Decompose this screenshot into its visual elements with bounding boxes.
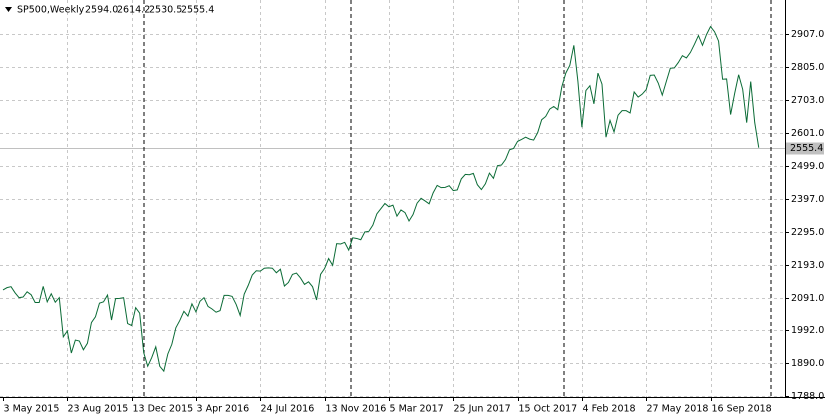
header-value: 2530.5 (149, 5, 182, 16)
chart-title: SP500,Weekly (17, 5, 85, 16)
x-tick-label: 3 Apr 2016 (197, 404, 250, 415)
y-tick-label: 2601.0 (791, 128, 824, 139)
x-tick-label: 27 May 2018 (647, 404, 709, 415)
current-price-label: 2555.4 (790, 143, 823, 154)
y-tick-label: 2193.0 (791, 260, 824, 271)
y-tick-label: 2499.0 (791, 161, 824, 172)
x-tick-label: 13 Nov 2016 (326, 404, 387, 415)
x-tick-label: 15 Oct 2017 (519, 404, 578, 415)
y-tick-label: 1992.0 (791, 325, 824, 336)
x-tick-label: 23 Aug 2015 (68, 404, 129, 415)
x-tick-label: 16 Sep 2018 (712, 404, 772, 415)
y-tick-label: 2091.0 (791, 293, 824, 304)
y-tick-label: 2397.0 (791, 194, 824, 205)
grid (0, 0, 785, 397)
header-value: 2555.4 (181, 5, 214, 16)
plot (2, 25, 760, 373)
y-tick-label: 1890.0 (791, 358, 824, 369)
x-tick-label: 3 May 2015 (4, 404, 60, 415)
header-value: 2614.2 (117, 5, 150, 16)
menu-arrow[interactable] (5, 7, 12, 12)
price-line (2, 25, 760, 373)
current-price-box (786, 142, 824, 155)
header-value: 2594.0 (85, 5, 118, 16)
y-tick-label: 1788.0 (791, 391, 824, 402)
y-tick-label: 2805.0 (791, 62, 824, 73)
y-tick-label: 2295.0 (791, 227, 824, 238)
x-tick-label: 5 Mar 2017 (390, 404, 444, 415)
x-tick-label: 24 Jul 2016 (261, 404, 315, 415)
y-tick-label: 2907.0 (791, 29, 824, 40)
y-tick-label: 2703.0 (791, 95, 824, 106)
x-tick-label: 4 Feb 2018 (583, 404, 636, 415)
x-tick-label: 13 Dec 2015 (133, 404, 194, 415)
x-tick-label: 25 Jun 2017 (454, 404, 511, 415)
